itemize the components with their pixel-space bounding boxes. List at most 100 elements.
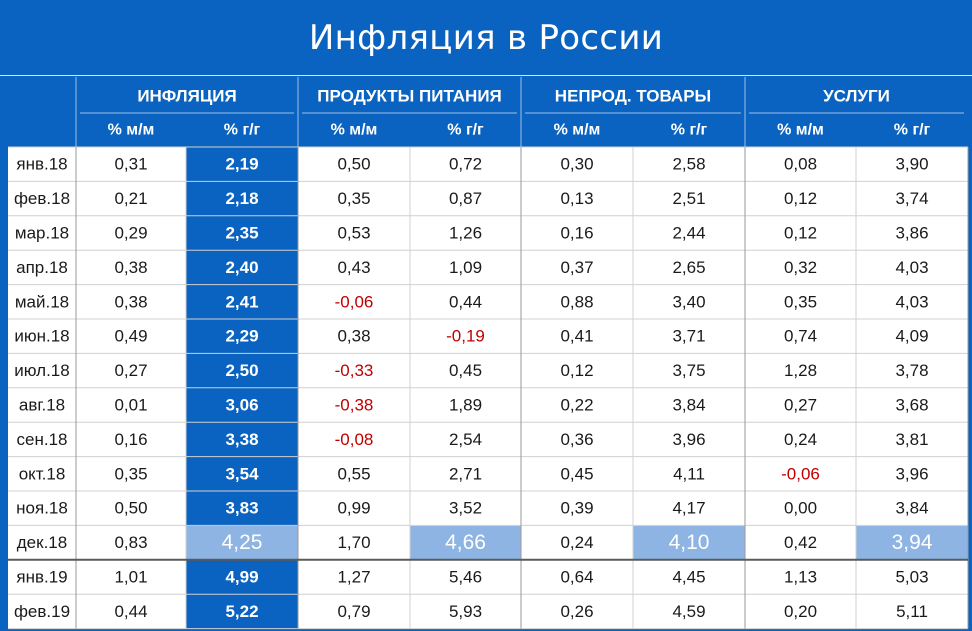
table-cell-value: 1,13 (784, 568, 817, 587)
table-cell-value: 3,68 (895, 396, 928, 415)
table-cell-value: 1,26 (449, 224, 482, 243)
table-cell-value: 2,71 (449, 464, 482, 483)
column-group-header: УСЛУГИ (823, 87, 890, 106)
table-cell-value: 0,79 (337, 602, 370, 621)
row-label: фев.19 (14, 602, 70, 621)
table-cell-value: 2,29 (225, 327, 258, 346)
table-cell-value: 0,12 (784, 189, 817, 208)
column-subheader: % м/м (554, 122, 601, 139)
table-cell-value: 0,38 (337, 327, 370, 346)
table-cell-value: 0,87 (449, 189, 482, 208)
table-cell-value: 0,88 (560, 292, 593, 311)
table-cell-value: 0,72 (449, 155, 482, 174)
table-cell-value: 0,49 (114, 327, 147, 346)
table-cell-value: 4,03 (895, 258, 928, 277)
table-cell-value: 0,29 (114, 224, 147, 243)
row-label: мар.18 (15, 224, 69, 243)
table-cell-value: 4,45 (672, 568, 705, 587)
table-cell-value: -0,06 (781, 464, 820, 483)
table-cell-value: 0,83 (114, 533, 147, 552)
table-cell-value: 0,26 (560, 602, 593, 621)
highlight-cell (410, 525, 521, 560)
table-cell-value: 3,94 (892, 531, 933, 554)
table-cell-value: 2,65 (672, 258, 705, 277)
table-cell-value: 0,64 (560, 568, 593, 587)
column-subheader: % г/г (224, 122, 261, 139)
table-cell-value: 3,81 (895, 430, 928, 449)
row-label: апр.18 (16, 258, 68, 277)
table-cell-value: 3,78 (895, 361, 928, 380)
table-cell-value: 0,13 (560, 189, 593, 208)
table-cell-value: 3,71 (672, 327, 705, 346)
table-cell-value: 0,20 (784, 602, 817, 621)
table-cell-value: 4,09 (895, 327, 928, 346)
table-cell-value: 5,03 (895, 568, 928, 587)
row-label: июл.18 (14, 361, 69, 380)
highlight-cell (186, 525, 298, 560)
table-cell-value: 0,36 (560, 430, 593, 449)
column-subheader: % м/м (777, 122, 824, 139)
row-label: фев.18 (14, 189, 70, 208)
table-cell-value: 4,66 (445, 531, 486, 554)
table-cell-value: -0,38 (335, 396, 374, 415)
table-cell-value: 0,38 (114, 258, 147, 277)
table-cell-value: -0,08 (335, 430, 374, 449)
table-cell-value: 2,19 (225, 155, 258, 174)
table-cell-value: 0,37 (560, 258, 593, 277)
table-cell-value: 0,22 (560, 396, 593, 415)
table-cell-value: 1,09 (449, 258, 482, 277)
table-cell-value: 2,50 (225, 361, 258, 380)
table-cell-value: 2,18 (225, 189, 258, 208)
table-cell-value: 0,35 (114, 464, 147, 483)
table-cell-value: 0,42 (784, 533, 817, 552)
table-cell-value: 5,46 (449, 568, 482, 587)
table-cell-value: 3,90 (895, 155, 928, 174)
table-cell-value: 0,50 (114, 499, 147, 518)
row-label: ноя.18 (16, 499, 68, 518)
table-cell-value: 3,86 (895, 224, 928, 243)
table-cell-value: 0,16 (114, 430, 147, 449)
column-subheader: % г/г (671, 122, 708, 139)
table-cell-value: 0,24 (784, 430, 817, 449)
table-cell-value: -0,33 (335, 361, 374, 380)
table-cell-value: 3,54 (225, 464, 259, 483)
table-cell-value: 3,84 (895, 499, 928, 518)
table-cell-value: 5,93 (449, 602, 482, 621)
table-cell-value: 0,44 (449, 292, 482, 311)
table-cell-value: 0,74 (784, 327, 817, 346)
table-cell-value: 2,41 (225, 292, 258, 311)
table-cell-value: 3,96 (672, 430, 705, 449)
row-label: дек.18 (17, 533, 67, 552)
highlight-cell (856, 525, 968, 560)
column-group-header: ИНФЛЯЦИЯ (137, 87, 236, 106)
column-subheader: % г/г (894, 122, 931, 139)
table-cell-value: 1,01 (114, 568, 147, 587)
table-cell-value: 3,40 (672, 292, 705, 311)
table-cell-value: 4,17 (672, 499, 705, 518)
table-cell-value: 0,24 (560, 533, 593, 552)
row-label: сен.18 (17, 430, 68, 449)
column-subheader: % м/м (108, 122, 155, 139)
table-cell-value: 0,43 (337, 258, 370, 277)
page-title: Инфляция в России (308, 18, 664, 58)
table-cell-value: -0,19 (446, 327, 485, 346)
table-cell-value: 1,27 (337, 568, 370, 587)
table-cell-value: 0,32 (784, 258, 817, 277)
row-label: янв.18 (16, 155, 67, 174)
table-cell-value: 0,08 (784, 155, 817, 174)
row-label: авг.18 (19, 396, 65, 415)
row-label: июн.18 (14, 327, 69, 346)
table-cell-value: 1,89 (449, 396, 482, 415)
table-cell-value: 0,30 (560, 155, 593, 174)
table-cell-value: 5,11 (896, 602, 928, 621)
table-cell-value: 0,27 (114, 361, 147, 380)
table-cell-value: 2,58 (672, 155, 705, 174)
table-cell-value: 0,12 (560, 361, 593, 380)
table-cell-value: -0,06 (335, 292, 374, 311)
row-label: май.18 (15, 292, 69, 311)
table-cell-value: 0,21 (114, 189, 147, 208)
column-group-header: ПРОДУКТЫ ПИТАНИЯ (317, 87, 502, 106)
table-cell-value: 4,11 (673, 464, 705, 483)
table-cell-value: 0,01 (114, 396, 147, 415)
